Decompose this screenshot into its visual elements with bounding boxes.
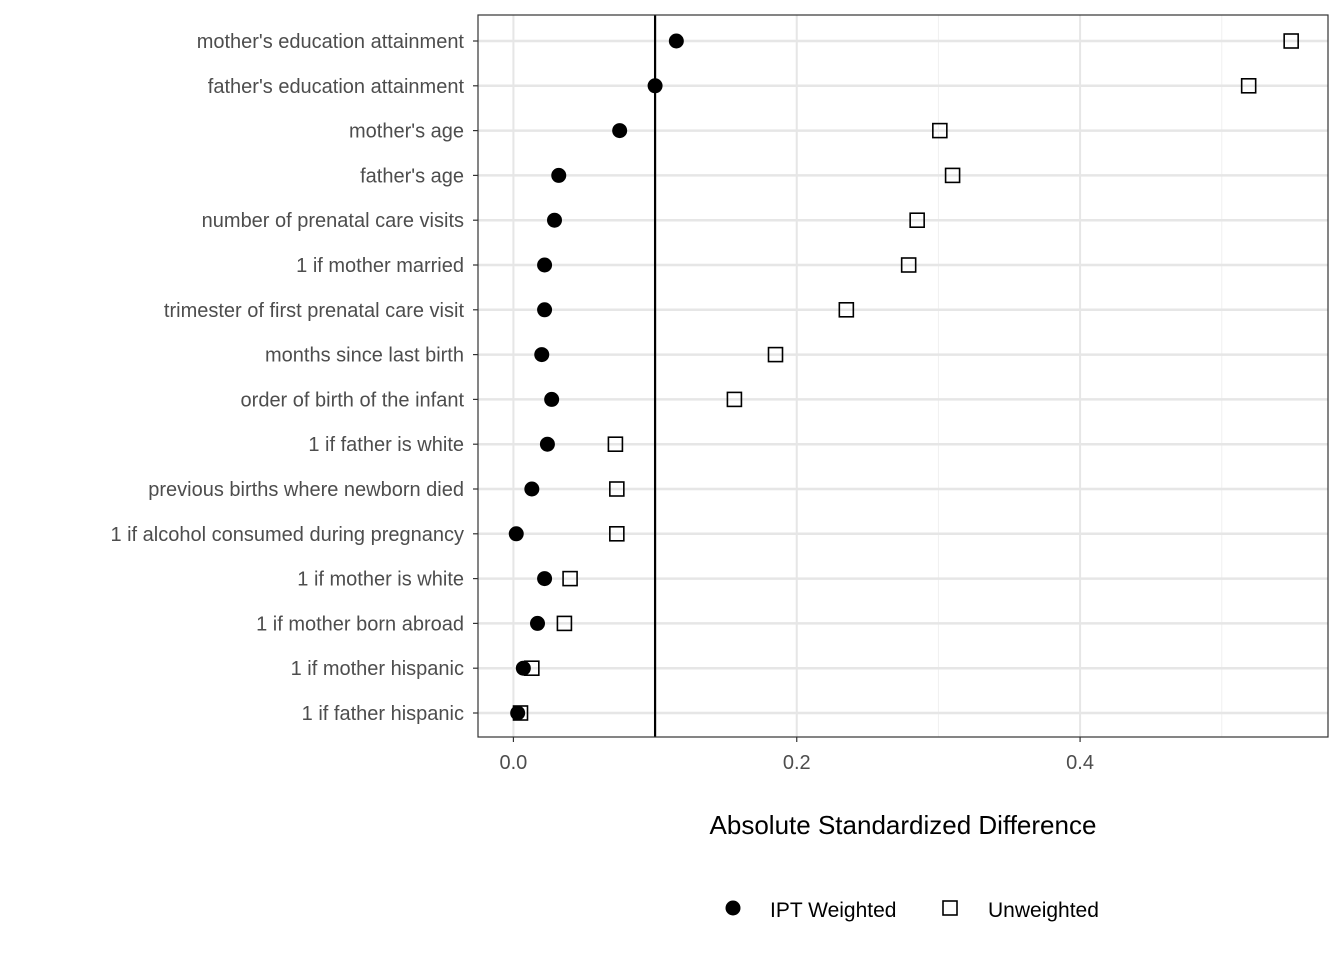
unweighted-point (607, 436, 624, 453)
unweighted-point (1240, 78, 1257, 94)
unweighted-point (932, 122, 948, 139)
category-labels: mother's education attainment father's ed… (110, 31, 478, 725)
legend-label-ipt-weighted: IPT Weighted (770, 899, 896, 922)
unweighted-point (909, 212, 925, 228)
category-label: mother's education attainment (197, 31, 465, 53)
legend: IPT Weighted Unweighted (725, 899, 1099, 922)
category-label: father's age (360, 165, 464, 187)
x-tick-label: 0.2 (783, 752, 811, 774)
legend-key-unweighted (942, 900, 958, 916)
plot-panel-border (477, 14, 1329, 738)
category-label: previous births where newborn died (148, 479, 464, 501)
legend-key-ipt-weighted (725, 900, 741, 916)
data-marks (508, 33, 1299, 721)
x-tick-label: 0.4 (1066, 752, 1094, 774)
unweighted-point (944, 167, 961, 184)
unweighted-point (767, 346, 784, 363)
ipt-weighted-point (544, 391, 560, 407)
unweighted-point (562, 570, 578, 587)
ipt-weighted-point (534, 347, 550, 363)
category-label: mother's age (349, 121, 464, 143)
ipt-weighted-point (647, 78, 663, 94)
category-label: 1 if father hispanic (302, 703, 464, 725)
ipt-weighted-point (612, 123, 628, 139)
unweighted-point (556, 615, 573, 632)
ipt-weighted-point (515, 660, 531, 676)
category-label: 1 if mother hispanic (291, 658, 464, 680)
unweighted-point (900, 257, 917, 273)
x-axis-ticks: 0.0 0.2 0.4 (500, 737, 1094, 774)
x-tick-label: 0.0 (500, 752, 528, 774)
category-label: number of prenatal care visits (202, 210, 464, 232)
ipt-weighted-point (551, 167, 567, 183)
category-label: trimester of first prenatal care visit (164, 300, 465, 322)
ipt-weighted-point (539, 436, 555, 452)
category-label: 1 if mother born abroad (256, 613, 464, 635)
x-axis-title: Absolute Standardized Difference (710, 810, 1097, 840)
unweighted-point (726, 391, 743, 408)
grid-lines (478, 15, 1328, 737)
ipt-weighted-point (537, 302, 553, 318)
legend-label-unweighted: Unweighted (988, 899, 1099, 922)
ipt-weighted-point (524, 481, 540, 497)
category-label: 1 if mother is white (297, 569, 464, 591)
unweighted-point (1283, 33, 1299, 49)
category-label: father's education attainment (208, 76, 465, 98)
ipt-weighted-point (547, 212, 562, 228)
ipt-weighted-point (508, 526, 524, 542)
unweighted-point (838, 301, 855, 318)
category-label: order of birth of the infant (241, 389, 465, 411)
category-label: 1 if alcohol consumed during pregnancy (110, 524, 464, 546)
category-label: 1 if mother married (296, 255, 464, 277)
ipt-weighted-point (510, 705, 526, 721)
ipt-weighted-point (530, 615, 545, 631)
unweighted-point (609, 525, 625, 542)
unweighted-point (609, 481, 625, 497)
ipt-weighted-point (537, 257, 553, 273)
ipt-weighted-point (537, 571, 553, 587)
ipt-weighted-point (668, 33, 684, 49)
category-label: 1 if father is white (308, 434, 464, 456)
category-label: months since last birth (265, 345, 464, 367)
